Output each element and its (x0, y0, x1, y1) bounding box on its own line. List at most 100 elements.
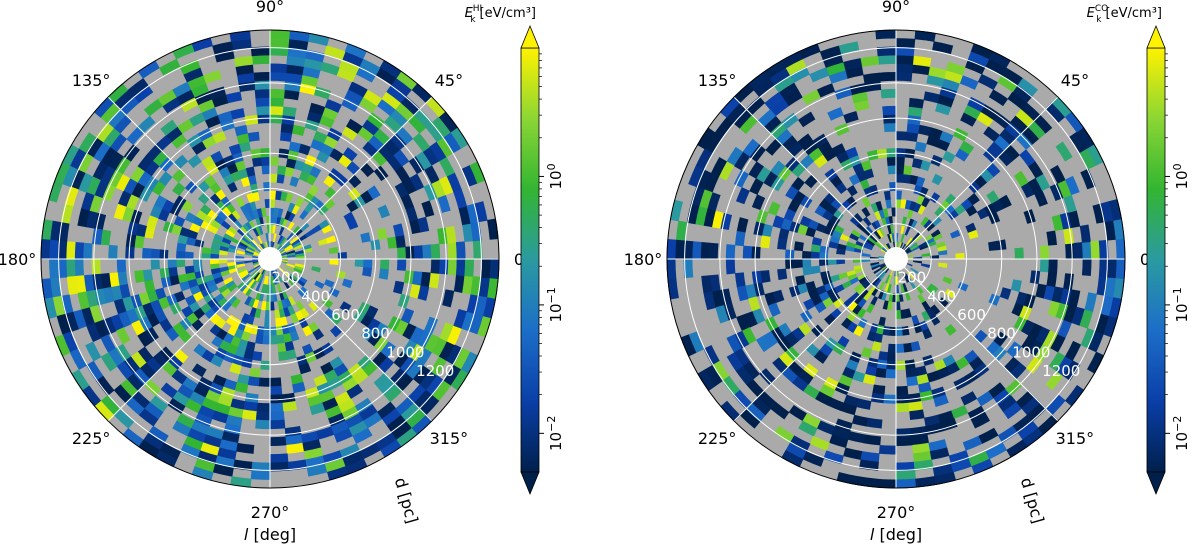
heatmap-cell (269, 29, 290, 40)
heatmap-cell (92, 161, 109, 181)
heatmap-cell (393, 351, 410, 369)
heatmap-cell (968, 450, 990, 467)
heatmap-cell (396, 246, 407, 259)
heatmap-cell (985, 442, 1008, 460)
heatmap-cell (277, 235, 284, 245)
heatmap-cell (780, 112, 799, 130)
heatmap-cell (176, 242, 187, 252)
heatmap-cell (273, 207, 279, 217)
heatmap-cell (420, 271, 432, 288)
heatmap-cell (785, 185, 799, 200)
heatmap-cell (778, 351, 795, 368)
heatmap-cell (1010, 362, 1027, 380)
heatmap-cell (1062, 360, 1081, 381)
heatmap-cell (145, 144, 162, 162)
heatmap-cell (1028, 177, 1043, 195)
heatmap-cell (736, 314, 751, 332)
heatmap-cell (1086, 351, 1105, 374)
heatmap-cell (764, 316, 779, 332)
heatmap-cell (303, 192, 315, 204)
heatmap-cell (237, 320, 247, 332)
heatmap-cell (923, 234, 934, 242)
heatmap-cell (248, 297, 256, 308)
heatmap-cell (798, 43, 821, 60)
heatmap-cell (885, 199, 892, 209)
heatmap-cell (201, 349, 216, 363)
heatmap-cell (100, 165, 116, 185)
heatmap-cell (788, 285, 801, 298)
heatmap-cell (282, 240, 291, 248)
heatmap-cell (144, 401, 164, 420)
heatmap-cell (725, 244, 736, 260)
heatmap-cell (276, 283, 282, 293)
heatmap-cell (801, 89, 821, 105)
heatmap-cell (1051, 214, 1064, 231)
heatmap-cell (827, 107, 844, 121)
heatmap-cell (763, 60, 786, 79)
heatmap-cell (210, 219, 222, 230)
heatmap-cell (876, 478, 897, 489)
heatmap-cell (255, 419, 271, 430)
heatmap-cell (1080, 328, 1096, 349)
heatmap-cell (376, 432, 398, 451)
heatmap-cell (269, 198, 276, 209)
heatmap-cell (210, 354, 224, 368)
heatmap-cell (726, 352, 744, 372)
heatmap-cell (797, 283, 809, 295)
heatmap-cell (138, 439, 161, 459)
heatmap-cell (329, 148, 344, 162)
heatmap-cell (777, 238, 788, 250)
heatmap-cell (107, 169, 124, 188)
grid-spoke (269, 258, 433, 422)
heatmap-cell (753, 282, 765, 297)
heatmap-cell (234, 160, 246, 172)
heatmap-cell (915, 365, 928, 377)
heatmap-cell (280, 191, 288, 202)
heatmap-cell (922, 354, 935, 367)
heatmap-cell (446, 172, 462, 193)
heatmap-cell (413, 108, 433, 129)
heatmap-cell (871, 221, 879, 232)
heatmap-cell (254, 308, 262, 319)
heatmap-cell (695, 206, 708, 226)
heatmap-cell (711, 289, 725, 308)
heatmap-cell (269, 105, 284, 116)
heatmap-cell (292, 241, 302, 249)
heatmap-cell (777, 268, 788, 281)
heatmap-cell (886, 360, 897, 370)
heatmap-cell (688, 165, 704, 188)
heatmap-cell (785, 259, 795, 269)
heatmap-cell (391, 421, 413, 440)
heatmap-cell (875, 201, 883, 211)
heatmap-cell (829, 274, 841, 283)
heatmap-cell (183, 435, 204, 451)
heatmap-cell (243, 349, 255, 360)
heatmap-cell (253, 272, 261, 281)
heatmap-cell (172, 420, 192, 437)
heatmap-cell (255, 334, 264, 345)
heatmap-cell (144, 225, 156, 239)
heatmap-cell (275, 190, 282, 201)
heatmap-cell (154, 195, 168, 210)
heatmap-cell (237, 244, 247, 251)
heatmap-cell (926, 74, 945, 87)
heatmap-cell (748, 296, 761, 312)
heatmap-cell (329, 356, 344, 370)
heatmap-cell (274, 275, 280, 285)
heatmap-cell (761, 223, 773, 238)
heatmap-cell (1037, 414, 1059, 435)
heatmap-cell (760, 270, 771, 284)
heatmap-cell (381, 91, 402, 110)
heatmap-cell (256, 208, 263, 218)
heatmap-cell (227, 247, 237, 254)
heatmap-cell (856, 398, 872, 410)
heatmap-cell (284, 266, 294, 273)
heatmap-cell (362, 141, 379, 157)
heatmap-cell (201, 253, 211, 260)
heatmap-cell (82, 242, 93, 260)
heatmap-cell (698, 189, 713, 210)
heatmap-cell (278, 236, 285, 245)
heatmap-cell (751, 396, 772, 416)
heatmap-cell (387, 316, 402, 332)
heatmap-cell (895, 71, 913, 82)
